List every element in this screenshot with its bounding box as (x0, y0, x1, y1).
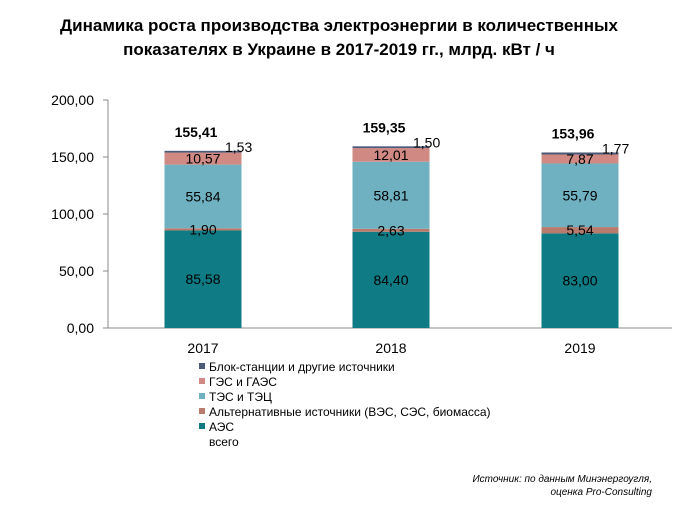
bar-segment (352, 231, 430, 328)
bar-segment (164, 228, 242, 231)
bar-segment (164, 152, 242, 165)
segment-value-label: 84,40 (373, 272, 408, 288)
segment-value-label: 85,58 (185, 271, 220, 287)
bar-segment (352, 146, 430, 149)
segment-value-label: 1,90 (189, 221, 216, 237)
total-value-label: 155,41 (175, 124, 218, 140)
segment-value-label: 55,79 (562, 187, 597, 203)
x-tick-label: 2018 (375, 340, 406, 356)
legend-label: ГЭС и ГАЭС (209, 375, 277, 389)
bar-segment (352, 228, 430, 232)
total-value-label: 159,35 (363, 119, 406, 135)
x-tick-label: 2019 (564, 340, 595, 356)
segment-value-label: 1,77 (602, 140, 629, 156)
bar-segment (164, 230, 242, 328)
segment-value-label: 12,01 (373, 147, 408, 163)
legend-swatch (199, 393, 205, 399)
legend-label: Альтернативные источники (ВЭС, СЭС, биом… (209, 405, 491, 419)
y-tick-label: 100,00 (51, 206, 94, 222)
legend-swatch (199, 378, 205, 384)
segment-value-label: 2,63 (377, 222, 404, 238)
legend-swatch (199, 408, 205, 414)
legend-label: ТЭС и ТЭЦ (209, 390, 272, 404)
segment-value-label: 7,87 (566, 151, 593, 167)
bar-segment (352, 161, 430, 229)
segment-value-label: 55,84 (185, 188, 220, 204)
y-tick-label: 0,00 (67, 320, 94, 336)
source-line-2: оценка Pro-Consulting (550, 487, 652, 498)
plot-area: 0,00 50,00 100,00 150,00 200,00 2017 2018 2019 8… (51, 92, 672, 356)
source-line-1: Источник: по данным Минэнергоугля, (473, 474, 653, 485)
bar-segment (541, 233, 619, 328)
segment-value-label: 1,50 (413, 134, 440, 150)
bar-segment (164, 150, 242, 153)
legend-swatch (199, 363, 205, 369)
chart-title-line-1: Динамика роста производства электроэнерг… (60, 16, 618, 35)
legend-label: Блок-станции и другие источники (209, 360, 395, 374)
bar-segment (541, 152, 619, 155)
segment-value-label: 83,00 (562, 273, 597, 289)
legend-swatch (199, 423, 205, 429)
total-value-label: 153,96 (552, 125, 595, 141)
bar-segment (541, 154, 619, 164)
chart-title-line-2: показателях в Украине в 2017-2019 гг., м… (123, 40, 555, 59)
y-tick-label: 150,00 (51, 149, 94, 165)
y-tick-label: 50,00 (59, 263, 94, 279)
bar-segment (541, 163, 619, 228)
segment-value-label: 10,57 (185, 151, 220, 167)
bar-segment (352, 148, 430, 162)
bar-segment (164, 164, 242, 229)
y-tick-label: 200,00 (51, 92, 94, 108)
segment-value-label: 1,53 (225, 139, 252, 155)
x-tick-label: 2017 (187, 340, 218, 356)
legend-label-total: всего (209, 435, 239, 449)
segment-value-label: 5,54 (566, 222, 593, 238)
segment-value-label: 58,81 (373, 187, 408, 203)
bar-segment (541, 227, 619, 234)
legend-label: АЭС (209, 420, 234, 434)
